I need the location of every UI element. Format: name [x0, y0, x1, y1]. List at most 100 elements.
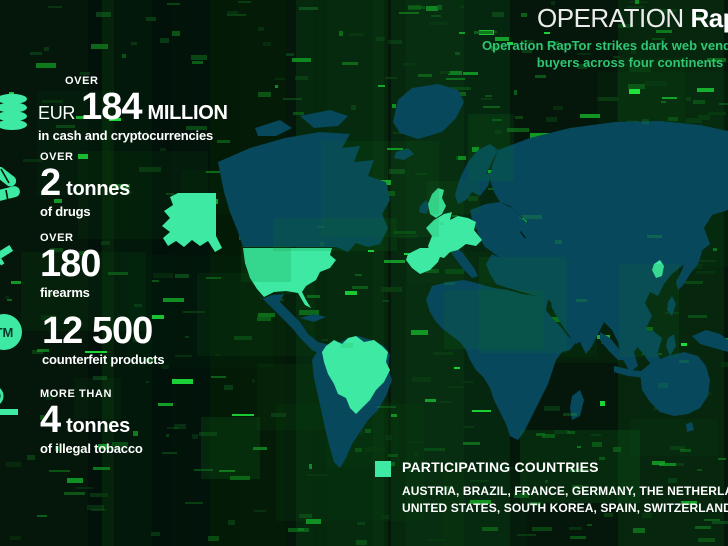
countries-line-1: AUSTRIA, BRAZIL, FRANCE, GERMANY, THE NE…	[402, 484, 728, 498]
glitch-block	[238, 1, 251, 3]
glitch-block	[217, 140, 230, 143]
glitch-block	[85, 351, 107, 353]
glitch-block	[98, 444, 108, 449]
glitch-block	[206, 277, 221, 279]
glitch-block	[385, 435, 392, 440]
glitch-block	[403, 63, 415, 66]
glitch-block	[433, 352, 453, 355]
glitch-block	[258, 92, 271, 97]
glitch-block	[629, 67, 651, 72]
trademark-icon: TM	[0, 314, 22, 350]
glitch-block	[491, 46, 497, 51]
glitch-block	[698, 42, 707, 45]
glitch-block	[378, 85, 385, 87]
stat-counterfeit: 12 500 counterfeit products	[42, 310, 165, 367]
map-region-eastern-europe	[470, 202, 528, 258]
stat-value: 12 500	[42, 310, 153, 352]
glitch-block	[592, 442, 602, 447]
legend-title: PARTICIPATING COUNTRIES	[402, 459, 599, 475]
glitch-block	[440, 71, 450, 74]
glitch-block	[681, 501, 697, 505]
glitch-block	[10, 536, 21, 540]
cigarette-icon	[0, 388, 18, 415]
glitch-block	[694, 264, 702, 269]
glitch-block	[152, 315, 164, 319]
glitch-block	[460, 5, 464, 8]
stat-caption: of drugs	[40, 203, 91, 219]
glitch-block	[597, 97, 615, 101]
glitch-block	[27, 455, 35, 460]
glitch-block	[688, 315, 707, 318]
glitch-block	[45, 292, 52, 296]
glitch-block	[48, 6, 62, 8]
glitch-block	[306, 474, 327, 476]
glitch-block	[385, 77, 397, 79]
glitch-block	[309, 464, 312, 469]
subtitle: Operation RapTor strikes dark web vendor…	[330, 37, 728, 71]
map-region-madagascar	[570, 390, 584, 420]
glitch-block	[629, 89, 640, 94]
glitch-block	[263, 42, 271, 46]
map-region-brazil	[322, 336, 390, 414]
glitch-block	[437, 5, 442, 10]
glitch-block	[668, 117, 678, 121]
title-regular: OPERATION	[537, 3, 691, 33]
glitch-block	[551, 1, 555, 5]
glitch-block	[452, 215, 458, 217]
glitch-block	[463, 426, 474, 428]
glitch-block	[627, 6, 644, 8]
glitch-block	[522, 50, 532, 53]
glitch-block	[49, 470, 70, 472]
glitch-block	[507, 128, 529, 132]
glitch-block	[482, 527, 498, 531]
stat-qualifier: MORE THAN	[40, 388, 113, 400]
glitch-block	[122, 54, 126, 58]
map-region-spain	[406, 248, 442, 274]
stat-prefix: EUR	[38, 103, 76, 123]
stat-value: 4	[40, 399, 61, 441]
map-region-greenland	[393, 84, 464, 139]
glitch-block	[698, 115, 710, 120]
glitch-block	[591, 434, 601, 436]
glitch-block	[448, 71, 462, 75]
glitch-block	[387, 148, 403, 150]
map-region-arctic-islands	[255, 110, 348, 136]
glitch-block	[50, 248, 63, 252]
glitch-block	[172, 379, 193, 384]
glitch-block	[144, 358, 153, 363]
glitch-block	[288, 528, 309, 532]
glitch-block	[545, 480, 548, 483]
glitch-block	[365, 429, 371, 433]
map-region-cuba	[300, 314, 326, 322]
map-region-iceland	[394, 148, 414, 160]
glitch-block	[686, 118, 702, 123]
glitch-block	[662, 97, 677, 99]
glitch-block	[253, 447, 267, 450]
map-region-indonesia	[600, 330, 728, 378]
glitch-block	[424, 448, 445, 451]
glitch-block	[37, 349, 49, 352]
stat-value: 184	[81, 86, 142, 128]
glitch-block	[542, 434, 555, 438]
glitch-block	[271, 413, 286, 417]
glitch-block	[166, 434, 169, 437]
glitch-block	[697, 88, 714, 92]
glitch-block	[307, 295, 320, 298]
glitch-block	[349, 33, 364, 36]
stat-firearms: OVER 180 firearms	[40, 232, 101, 300]
map-region-united-kingdom	[428, 188, 446, 218]
glitch-block	[37, 515, 47, 517]
map-region-australia	[640, 352, 710, 432]
glitch-block	[577, 446, 581, 448]
glitch-block	[635, 0, 639, 4]
subtitle-line-1: Operation RapTor strikes dark web vendor…	[482, 38, 728, 53]
glitch-block	[131, 42, 137, 45]
glitch-block	[55, 446, 59, 451]
glitch-block	[439, 401, 452, 403]
glitch-block	[713, 248, 717, 251]
glitch-block	[355, 274, 362, 276]
glitch-block	[425, 399, 436, 402]
glitch-block	[567, 431, 575, 434]
glitch-block	[630, 419, 718, 456]
glitch-block	[258, 27, 264, 31]
